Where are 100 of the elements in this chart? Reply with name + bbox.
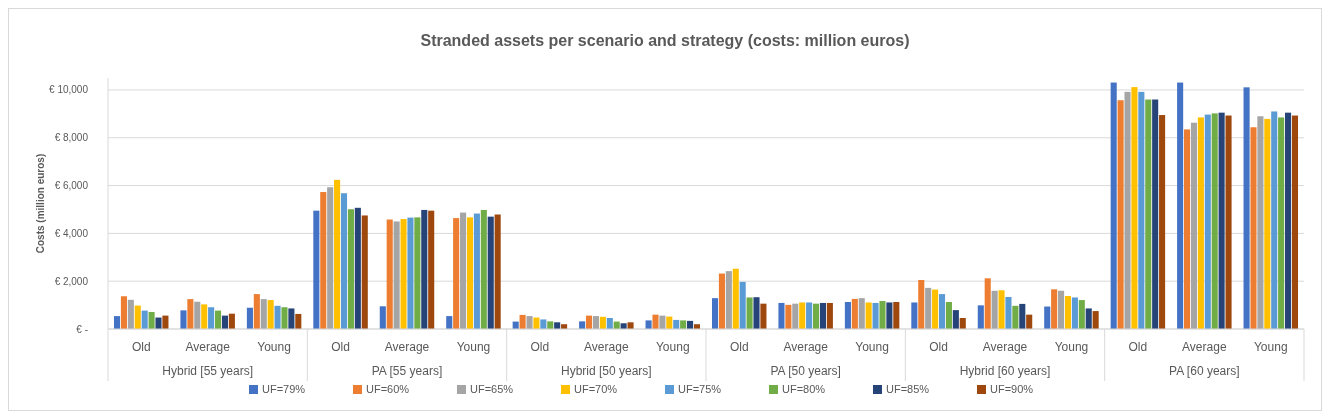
y-tick-label: € - <box>76 323 88 335</box>
y-tick-label: € 4,000 <box>54 227 89 239</box>
bar <box>819 302 826 329</box>
bar <box>361 215 368 329</box>
bar <box>1005 296 1012 329</box>
bar <box>1225 115 1232 329</box>
bar <box>732 268 739 329</box>
x-tick-label: Young <box>855 340 889 354</box>
bar <box>799 302 806 329</box>
bar <box>879 301 886 329</box>
bar <box>952 310 959 329</box>
bar <box>1117 100 1124 329</box>
bar <box>1012 305 1019 329</box>
text: Hybrid [55 years] <box>162 364 254 378</box>
bar <box>872 302 879 329</box>
bar <box>453 218 460 329</box>
x-tick-label: Old <box>331 340 350 354</box>
bar <box>1019 303 1026 329</box>
bar <box>340 193 348 329</box>
x-tick-label: Old <box>1128 340 1148 354</box>
legend-label: UF=80% <box>782 383 826 395</box>
bar <box>460 212 467 329</box>
bar <box>1152 99 1159 329</box>
x-tick-label: Old <box>929 340 948 354</box>
bar <box>274 305 281 329</box>
y-tick-label: € 8,000 <box>54 132 89 144</box>
bar <box>959 318 966 329</box>
text: PA [50 years] <box>770 364 841 378</box>
text: Hybrid [50 years] <box>560 364 652 378</box>
bar <box>1218 112 1225 329</box>
bar <box>215 310 222 329</box>
bar <box>288 308 295 329</box>
bar <box>1190 122 1197 329</box>
text: Hybrid [60 years] <box>959 364 1051 378</box>
bar <box>519 314 526 329</box>
bar <box>925 287 932 329</box>
bar <box>760 303 767 329</box>
y-tick-label: € 2,000 <box>54 275 89 287</box>
bar <box>813 303 820 329</box>
bar <box>134 305 141 329</box>
bar <box>711 298 719 329</box>
bar <box>194 301 201 329</box>
bar <box>473 213 480 329</box>
bar <box>592 316 599 329</box>
bar <box>1159 115 1166 329</box>
bar <box>201 304 208 329</box>
bar <box>281 307 288 329</box>
bar <box>246 307 253 329</box>
bar <box>645 320 652 329</box>
bar <box>379 306 386 329</box>
y-tick-label: € 10,000 <box>49 84 89 96</box>
bar <box>1078 300 1085 329</box>
bar <box>1211 113 1218 329</box>
legend-label: UF=85% <box>886 383 930 395</box>
bar <box>725 271 732 329</box>
bar <box>1291 115 1299 329</box>
legend-label: UF=90% <box>990 383 1034 395</box>
bar <box>998 290 1005 329</box>
bar <box>208 307 215 329</box>
bar <box>991 290 998 329</box>
bar <box>1071 297 1078 329</box>
bar <box>652 314 659 329</box>
bar <box>753 297 760 329</box>
bar <box>858 298 865 329</box>
bar <box>386 219 393 329</box>
bar <box>1051 289 1058 329</box>
x-tick-label: Average <box>384 340 430 354</box>
bar <box>466 217 474 329</box>
x-tick-label: Young <box>1253 340 1288 354</box>
bar <box>127 299 134 329</box>
bar <box>295 313 302 329</box>
bar <box>680 320 687 329</box>
y-axis-title: Costs (million euros) <box>35 153 46 254</box>
bar <box>1145 99 1152 329</box>
bar <box>187 299 194 329</box>
bar <box>354 207 361 329</box>
y-tick-label: € 6,000 <box>54 180 89 192</box>
bar <box>1058 290 1065 329</box>
bar <box>932 289 939 329</box>
x-tick-label: Old <box>729 340 749 354</box>
x-tick-label: Average <box>584 340 629 354</box>
bar <box>1085 308 1092 329</box>
bar <box>865 302 872 329</box>
bar <box>1250 127 1257 329</box>
x-tick-label: Young <box>655 340 690 354</box>
bar <box>113 316 121 329</box>
bar <box>393 221 400 329</box>
bar <box>260 299 267 329</box>
bar <box>1278 117 1285 329</box>
x-tick-label: Young <box>456 340 491 354</box>
bar <box>253 294 260 329</box>
bar <box>480 209 487 329</box>
bar <box>1044 306 1051 329</box>
bar <box>826 302 833 329</box>
bar <box>844 301 851 329</box>
x-tick-label: Young <box>1054 340 1089 354</box>
bar <box>487 216 494 329</box>
x-tick-label: Average <box>783 340 829 354</box>
bar <box>1285 112 1292 329</box>
bar <box>977 305 984 329</box>
